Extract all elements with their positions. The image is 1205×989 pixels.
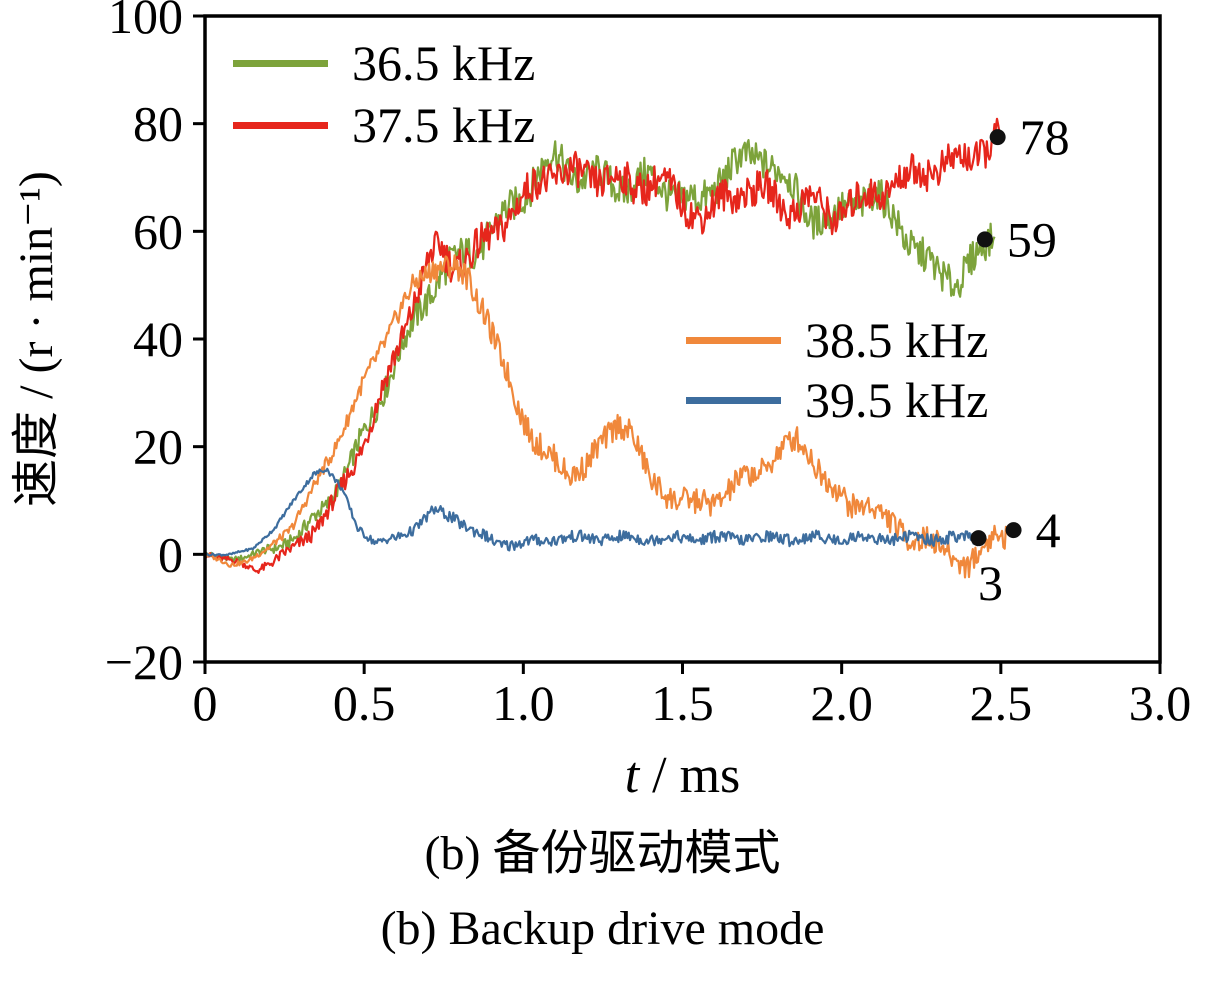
legend-item-38.5-kHz: 38.5 kHz [686,310,988,370]
endpoint-label-3: 3 [978,555,1003,611]
series-line-38.5-kHz [204,254,1009,579]
legend-swatch [686,396,781,404]
legend-item-39.5-kHz: 39.5 kHz [686,370,988,430]
y-tick-label: 60 [133,203,183,259]
x-tick-label: 1.0 [492,675,555,731]
endpoint-label-78: 78 [1020,109,1070,165]
y-tick-label: 100 [108,0,183,44]
legend-top-left: 36.5 kHz 37.5 kHz [233,32,535,156]
x-tick-label: 0.5 [333,675,396,731]
x-axis-label: t / ms [625,747,741,804]
legend-label: 38.5 kHz [805,312,989,368]
legend-label: 37.5 kHz [352,97,536,153]
legend-swatch [233,59,328,67]
caption-en: (b) Backup drive mode [380,902,825,955]
endpoint-label-59: 59 [1007,211,1057,267]
endpoint-dot-78 [989,129,1006,146]
y-tick-label: 0 [158,526,183,582]
caption-zh: (b) 备份驱动模式 [424,827,781,880]
legend-middle-right: 38.5 kHz 39.5 kHz [686,310,988,430]
y-axis-label: 速度 / (r · min⁻¹) [10,171,63,507]
x-tick-label: 2.5 [970,675,1033,731]
endpoint-dot-59 [976,231,993,248]
x-tick-label: 1.5 [651,675,714,731]
x-tick-label: 2.0 [810,675,873,731]
y-tick-label: 80 [133,96,183,152]
legend-item-36.5-kHz: 36.5 kHz [233,32,535,94]
legend-item-37.5-kHz: 37.5 kHz [233,94,535,156]
plot-border [203,14,1162,664]
x-tick-label: 0 [193,675,218,731]
y-tick-label: 40 [133,311,183,367]
series-line-39.5-kHz [204,467,980,557]
endpoint-label-4: 4 [1036,502,1061,558]
legend-swatch [233,121,328,129]
x-tick-label: 3.0 [1129,675,1192,731]
endpoint-dot-4 [1005,522,1022,539]
endpoint-dot-3 [970,530,987,547]
y-tick-label: −20 [105,634,183,690]
legend-label: 36.5 kHz [352,35,536,91]
legend-swatch [686,336,781,344]
legend-label: 39.5 kHz [805,372,989,428]
y-tick-label: 20 [133,419,183,475]
